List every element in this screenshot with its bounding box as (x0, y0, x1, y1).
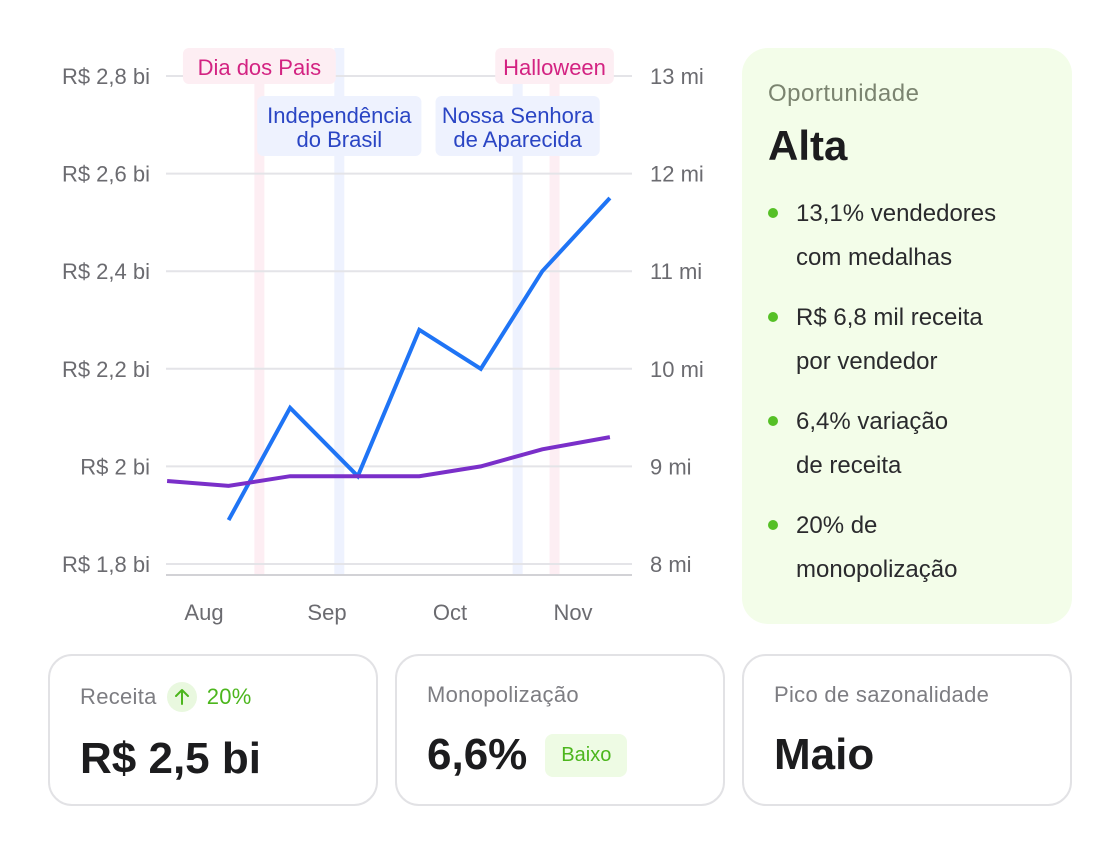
event-band (334, 48, 345, 575)
event-label-text: de Aparecida (453, 127, 582, 152)
left-axis-tick: R$ 2,6 bi (62, 162, 150, 187)
revenue-card: Receita 20% R$ 2,5 bi (48, 654, 378, 806)
monopoly-value: 6,6% (427, 730, 528, 779)
x-axis-tick: Nov (553, 600, 592, 625)
seasonality-label: Pico de sazonalidade (774, 682, 990, 707)
opportunity-item: 13,1% vendedores com medalhas (768, 192, 1046, 280)
right-axis-tick: 13 mi (650, 64, 704, 89)
x-axis-tick: Oct (433, 600, 467, 625)
opportunity-item-text: 20% de monopolização (796, 512, 958, 583)
revenue-value: R$ 2,5 bi (80, 734, 261, 783)
opportunity-title: Oportunidade (768, 80, 920, 107)
monopoly-label: Monopolização (427, 682, 579, 707)
revenue-trend: 20% (206, 684, 252, 709)
series-line (166, 435, 611, 488)
opportunity-item-text: 6,4% variação de receita (796, 408, 949, 479)
event-label-bg (495, 48, 614, 84)
right-axis-tick: 10 mi (650, 357, 704, 382)
x-axis-tick: Aug (184, 600, 223, 625)
bullet-dot (768, 312, 778, 322)
event-label-text: Halloween (503, 55, 606, 80)
right-axis-tick: 8 mi (650, 552, 692, 577)
left-axis-tick: R$ 1,8 bi (62, 552, 150, 577)
opportunity-item-text: R$ 6,8 mil receita por vendedor (796, 304, 983, 375)
opportunity-item: 20% de monopolização (768, 504, 1046, 592)
event-label: Dia dos Pais (182, 48, 336, 84)
event-label-text: Nossa Senhora (442, 103, 594, 128)
status-badge: Baixo (545, 733, 628, 777)
opportunity-item: R$ 6,8 mil receita por vendedor (768, 296, 1046, 384)
arrow-up-icon (166, 682, 197, 712)
right-axis-tick: 9 mi (650, 454, 692, 479)
event-label-text: do Brasil (297, 127, 383, 152)
opportunity-value: Alta (768, 122, 848, 169)
opportunity-item-text: 13,1% vendedores com medalhas (796, 200, 997, 271)
event-label-bg (257, 96, 422, 156)
bullet-dot (768, 208, 778, 218)
revenue-label: Receita (80, 684, 157, 709)
opportunity-card: Oportunidade Alta 13,1% vendedores com m… (742, 48, 1072, 624)
left-axis-tick: R$ 2 bi (80, 454, 150, 479)
seasonality-value: Maio (774, 730, 875, 779)
event-band (549, 48, 560, 575)
monopoly-card: Monopolização 6,6% Baixo (395, 654, 725, 806)
event-label-bg (435, 96, 600, 156)
event-label-bg (182, 48, 336, 84)
opportunity-list: 13,1% vendedores com medalhas R$ 6,8 mil… (768, 192, 1046, 592)
bullet-dot (768, 520, 778, 530)
event-label-text: Dia dos Pais (198, 55, 322, 80)
left-axis-tick: R$ 2,8 bi (62, 64, 150, 89)
right-axis-tick: 12 mi (650, 162, 704, 187)
series-line (226, 196, 612, 522)
opportunity-item: 6,4% variação de receita (768, 400, 1046, 488)
event-label-text: Independência (267, 103, 412, 128)
right-axis-tick: 11 mi (650, 259, 702, 284)
bullet-dot (768, 416, 778, 426)
event-band (254, 48, 265, 575)
left-axis-tick: R$ 2,4 bi (62, 259, 150, 284)
x-axis-tick: Sep (307, 600, 346, 625)
left-axis-tick: R$ 2,2 bi (62, 357, 150, 382)
seasonality-card: Pico de sazonalidade Maio (742, 654, 1072, 806)
event-label: Halloween (495, 48, 614, 84)
